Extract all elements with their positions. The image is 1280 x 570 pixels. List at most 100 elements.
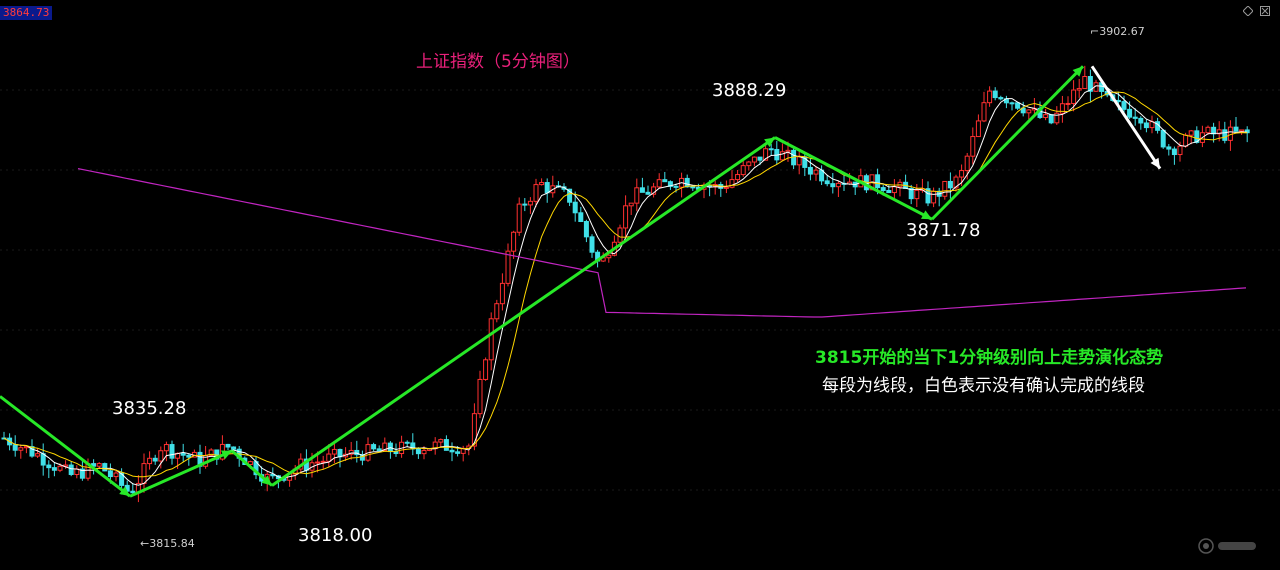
candle-body (51, 467, 57, 471)
candle-body (147, 457, 153, 465)
candle-body (1071, 89, 1077, 104)
candle-body (1087, 76, 1093, 92)
candle-body (1076, 88, 1082, 91)
candle-body (471, 413, 477, 447)
swing-label-3902: ⌐3902.67 (1090, 25, 1145, 38)
candle-body (12, 444, 18, 451)
segment-line (774, 136, 933, 221)
segment-line (129, 449, 233, 498)
swing-label-3815: ←3815.84 (140, 537, 195, 550)
candle-body (18, 447, 24, 451)
candle-body (723, 186, 729, 189)
segment-arrowhead (119, 486, 130, 497)
candle-body (1054, 112, 1060, 124)
segment-arrowhead-unconfirmed (1150, 157, 1160, 169)
candle-body (953, 176, 959, 189)
candle-body (46, 464, 52, 469)
candle-body (539, 182, 545, 186)
candle-body (763, 148, 769, 161)
candle-body (443, 439, 449, 451)
candle-body (824, 180, 830, 185)
candle-body (662, 179, 668, 183)
candle-body (1020, 107, 1026, 114)
candle-body (1065, 102, 1071, 105)
annotation-green: 3815开始的当下1分钟级别向上走势演化态势 (815, 348, 1164, 368)
candle-body (768, 148, 774, 151)
close-box-icon[interactable] (1260, 6, 1270, 16)
candle-body (499, 282, 505, 305)
candle-body (1138, 117, 1144, 124)
segment-arrowhead (221, 450, 232, 460)
candle-body (1177, 145, 1183, 156)
candle-body (645, 191, 651, 195)
candle-body (449, 449, 455, 453)
candle-body (494, 303, 500, 320)
candle-body (757, 156, 763, 161)
candle-body (729, 179, 735, 188)
candle-body (975, 120, 981, 138)
candle-body (511, 231, 517, 252)
candle-body (393, 451, 399, 455)
candle-body (656, 179, 662, 188)
candle-body (667, 181, 673, 187)
candle-body (606, 254, 612, 259)
candle-body (354, 449, 360, 456)
candle-body (1127, 108, 1133, 118)
candle-body (779, 151, 785, 161)
candle-body (908, 187, 914, 200)
candle-body (477, 378, 483, 415)
candle-body (231, 446, 237, 450)
candle-body (102, 463, 108, 472)
candle-body (415, 448, 421, 455)
candle-body (1211, 126, 1217, 135)
candle-body (875, 174, 881, 189)
candle-body (835, 182, 841, 188)
candle-body (544, 182, 550, 194)
candle-body (1015, 102, 1021, 109)
segment-arrowhead (261, 475, 272, 486)
ma-white-line (3, 85, 1248, 486)
candle-body (483, 359, 489, 380)
candle-body (180, 452, 186, 456)
candle-body (583, 220, 589, 238)
candle-body (1205, 126, 1211, 134)
candle-body (152, 457, 158, 462)
candle-body (684, 177, 690, 188)
ma-long-magenta-line (77, 168, 1247, 318)
current-price-box: 3864.73 (0, 6, 53, 20)
candle-body (970, 136, 976, 157)
chart-grid (0, 89, 1280, 491)
candle-body (107, 470, 113, 478)
diamond-icon[interactable] (1242, 5, 1254, 17)
candle-body (634, 187, 640, 204)
candle-body (959, 170, 965, 178)
candle-body (315, 461, 321, 464)
candle-body (119, 472, 125, 486)
candle-body (981, 102, 987, 122)
moving-averages-layer (3, 85, 1248, 486)
candle-body (567, 188, 573, 203)
candle-body (628, 202, 634, 207)
segment-arrowhead (764, 137, 775, 148)
candle-body (68, 464, 74, 475)
candle-body (992, 90, 998, 99)
candle-body (320, 460, 326, 463)
logo-watermark-icon (1196, 534, 1260, 558)
candle-body (1222, 129, 1228, 141)
candle-body (348, 449, 354, 455)
candle-body (1048, 114, 1054, 124)
candle-body (29, 446, 35, 457)
swing-label-3871: 3871.78 (906, 220, 981, 241)
candles-layer (1, 65, 1250, 503)
candle-body (964, 155, 970, 172)
annotation-white: 每段为线段，白色表示没有确认完成的线段 (822, 376, 1145, 396)
ma-yellow-line (3, 91, 1248, 478)
candle-body (740, 165, 746, 176)
candle-body (623, 205, 629, 229)
candle-body (886, 189, 892, 194)
candle-body (1239, 129, 1245, 132)
candle-body (673, 185, 679, 188)
candle-body (751, 156, 757, 163)
candle-body (578, 212, 584, 222)
candle-body (208, 449, 214, 456)
